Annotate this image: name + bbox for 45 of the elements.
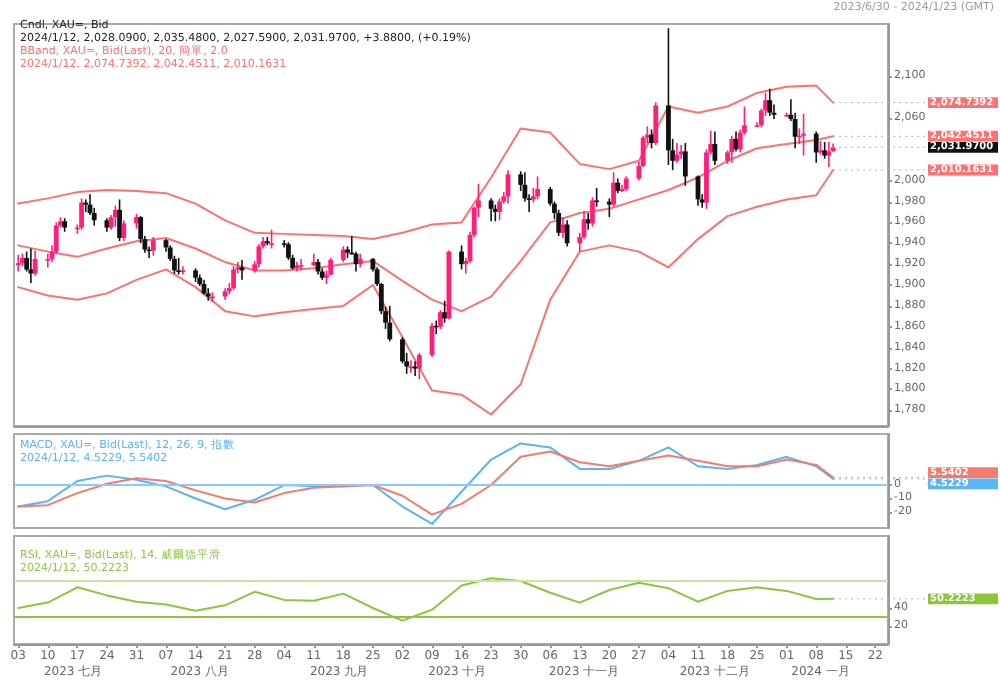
candlestick (256, 243, 262, 269)
candlestick (674, 142, 680, 164)
candlestick (564, 219, 570, 248)
candlestick (28, 247, 34, 284)
candlestick (412, 360, 418, 377)
candlestick (767, 87, 773, 117)
line-series (17, 135, 835, 313)
candlestick (590, 196, 595, 228)
candlestick (801, 113, 806, 157)
candlestick (117, 198, 122, 242)
line-series (17, 84, 835, 241)
candlestick (416, 352, 422, 380)
candlestick (269, 228, 274, 250)
candlestick (497, 197, 502, 222)
candlestick (678, 144, 684, 160)
candlestick (488, 197, 494, 223)
candlestick (53, 221, 59, 255)
candlestick (729, 134, 735, 164)
candlestick (15, 253, 21, 273)
candlestick (712, 130, 718, 166)
candlestick (231, 265, 236, 292)
candlestick (32, 249, 38, 277)
candlestick (682, 142, 688, 187)
candlestick (556, 209, 562, 237)
line-series (17, 169, 835, 416)
candlestick (121, 219, 127, 242)
candlestick (813, 130, 819, 164)
candlestick (180, 265, 186, 276)
candlestick (459, 244, 464, 271)
candlestick (79, 197, 84, 231)
candlestick (205, 287, 211, 302)
candlestick (150, 236, 156, 257)
candlestick (138, 215, 144, 245)
candlestick (666, 27, 671, 166)
candlestick (560, 216, 566, 239)
candlestick (611, 171, 616, 208)
candlestick (45, 252, 51, 269)
candlestick (408, 359, 414, 374)
candlestick (311, 252, 317, 268)
candlestick (594, 187, 600, 208)
candlestick (387, 305, 393, 343)
candlestick (438, 309, 443, 330)
candlestick (535, 175, 540, 201)
candlestick (83, 198, 89, 213)
candlestick (653, 101, 659, 146)
